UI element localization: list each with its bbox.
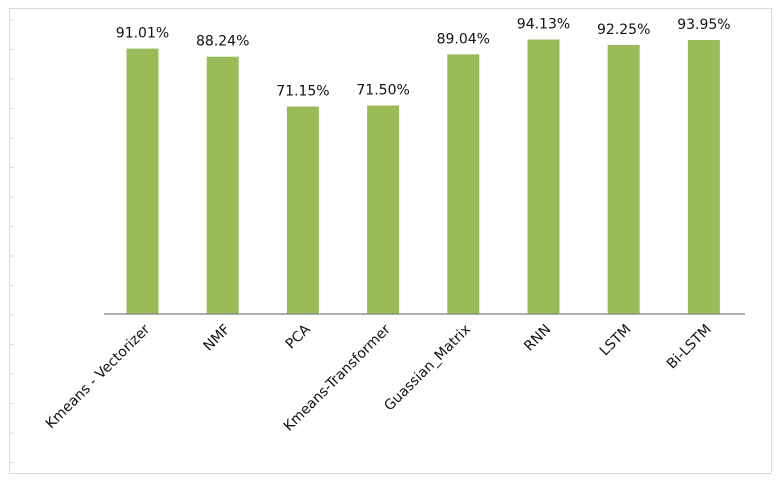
data-label: 89.04%: [437, 31, 490, 47]
category-labels: Kmeans - Vectorizer NMF PCAKmeans-Transfor…: [43, 321, 715, 434]
data-label: 94.13%: [517, 17, 570, 33]
category-label: PCA: [283, 321, 314, 352]
bar-6: [527, 39, 560, 315]
bars: [126, 39, 720, 315]
data-label: 71.15%: [276, 84, 329, 100]
data-label: 71.50%: [356, 83, 409, 99]
left-axis-ticks: [9, 19, 14, 463]
category-label: NMF: [201, 322, 234, 355]
data-label: 93.95%: [677, 17, 730, 33]
bar-8: [687, 40, 720, 314]
bar-1: [126, 48, 159, 315]
category-label: Guassian_Matrix: [381, 322, 474, 415]
bar-7: [607, 44, 640, 315]
bar-2: [206, 56, 239, 314]
category-label: Bi-LSTM: [664, 322, 715, 373]
data-label: 91.01%: [116, 26, 169, 42]
data-labels: 91.01% 88.24% 71.15% 71.50% 89.04% 94.13% 92.2…: [116, 17, 731, 100]
category-label: Kmeans - Vectorizer: [43, 321, 154, 432]
bar-3: [286, 106, 319, 314]
category-label: RNN: [521, 322, 554, 355]
data-label: 92.25%: [597, 22, 650, 38]
category-label: LSTM: [597, 322, 635, 360]
bar-5: [447, 54, 480, 314]
data-label: 88.24%: [196, 34, 249, 50]
bar-4: [367, 105, 400, 314]
